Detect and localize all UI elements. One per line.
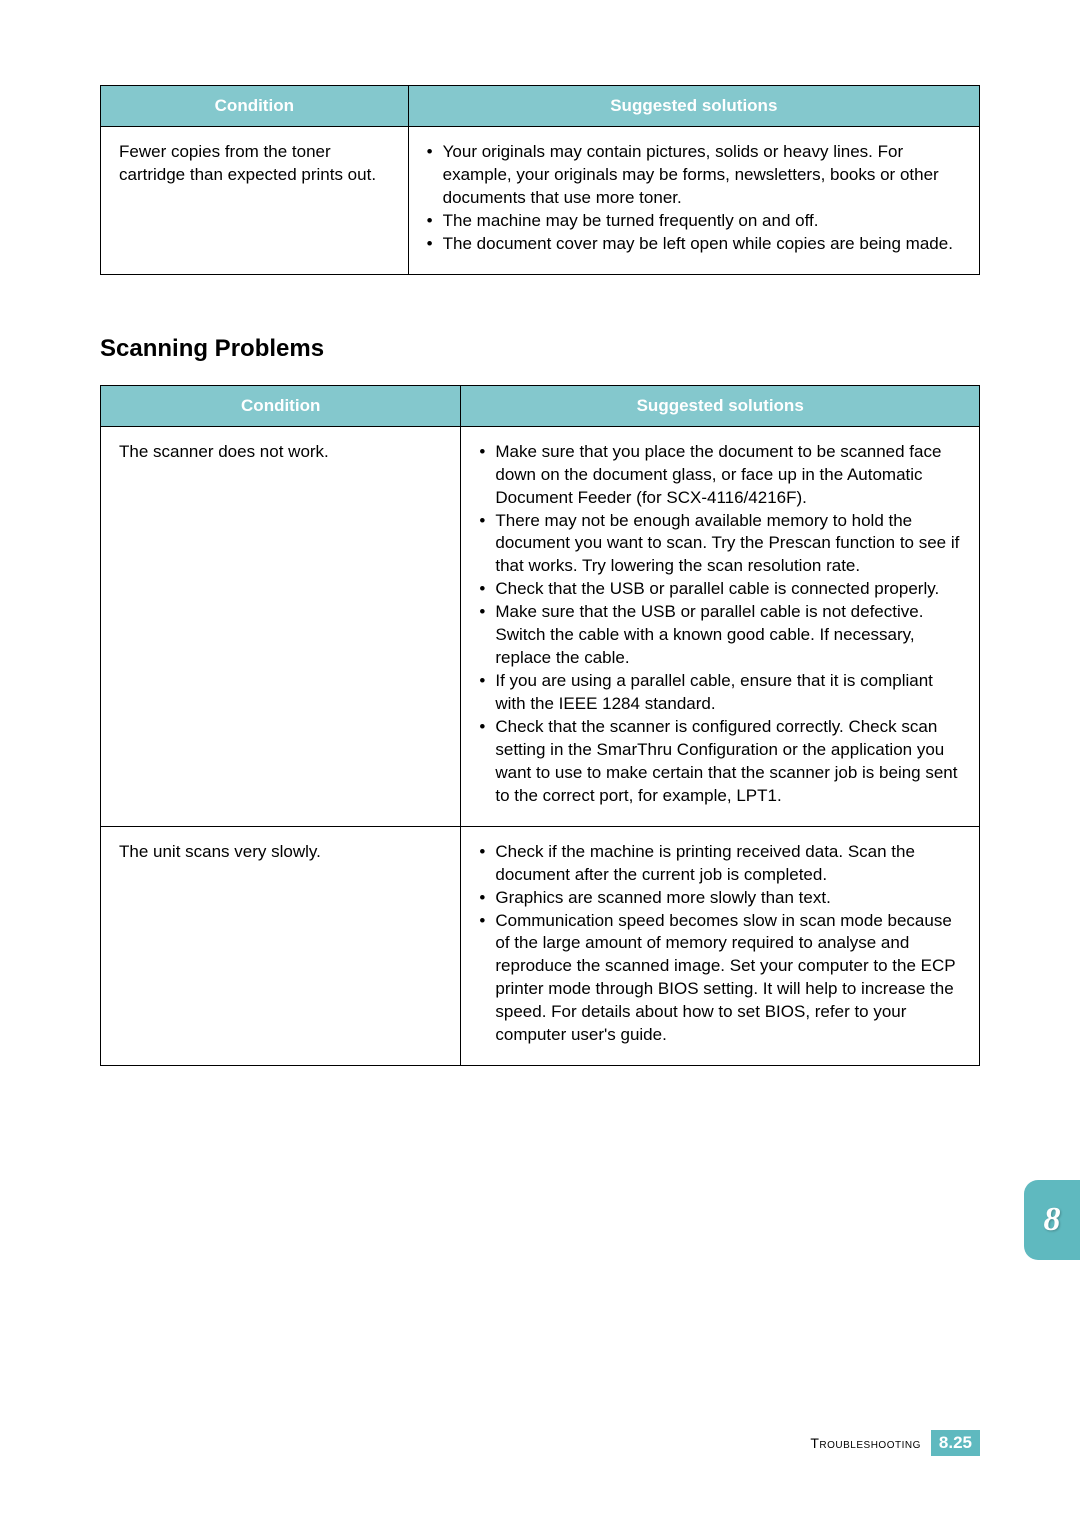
- table2-header-solutions: Suggested solutions: [461, 385, 980, 426]
- solutions-cell: Make sure that you place the document to…: [461, 426, 980, 826]
- list-item: There may not be enough available memory…: [479, 510, 961, 579]
- condition-cell: The scanner does not work.: [101, 426, 461, 826]
- list-item: If you are using a parallel cable, ensur…: [479, 670, 961, 716]
- footer-section-label: Troubleshooting: [810, 1435, 921, 1451]
- list-item: Check that the scanner is configured cor…: [479, 716, 961, 808]
- page-number-box: 8.25: [931, 1430, 980, 1456]
- chapter-tab: 8: [1024, 1180, 1080, 1260]
- section-heading-scanning-problems: Scanning Problems: [100, 335, 980, 363]
- list-item: The machine may be turned frequently on …: [427, 210, 961, 233]
- solutions-cell: Check if the machine is printing receive…: [461, 826, 980, 1065]
- list-item: The document cover may be left open whil…: [427, 233, 961, 256]
- list-item: Check that the USB or parallel cable is …: [479, 578, 961, 601]
- list-item: Graphics are scanned more slowly than te…: [479, 887, 961, 910]
- table-scanning-problems: Condition Suggested solutions The scanne…: [100, 385, 980, 1066]
- table-row: Fewer copies from the toner cartridge th…: [101, 127, 980, 275]
- condition-cell: Fewer copies from the toner cartridge th…: [101, 127, 409, 275]
- footer-page: 25: [953, 1433, 972, 1452]
- table-row: The scanner does not work. Make sure tha…: [101, 426, 980, 826]
- list-item: Make sure that the USB or parallel cable…: [479, 601, 961, 670]
- table1-header-condition: Condition: [101, 86, 409, 127]
- table-copying-problems: Condition Suggested solutions Fewer copi…: [100, 85, 980, 275]
- list-item: Make sure that you place the document to…: [479, 441, 961, 510]
- condition-cell: The unit scans very slowly.: [101, 826, 461, 1065]
- page-footer: Troubleshooting 8.25: [810, 1430, 980, 1456]
- list-item: Communication speed becomes slow in scan…: [479, 910, 961, 1048]
- chapter-tab-number: 8: [1044, 1201, 1061, 1239]
- table1-header-solutions: Suggested solutions: [408, 86, 979, 127]
- table-row: The unit scans very slowly. Check if the…: [101, 826, 980, 1065]
- list-item: Check if the machine is printing receive…: [479, 841, 961, 887]
- solutions-cell: Your originals may contain pictures, sol…: [408, 127, 979, 275]
- footer-chapter: 8: [939, 1433, 948, 1452]
- table2-header-condition: Condition: [101, 385, 461, 426]
- list-item: Your originals may contain pictures, sol…: [427, 141, 961, 210]
